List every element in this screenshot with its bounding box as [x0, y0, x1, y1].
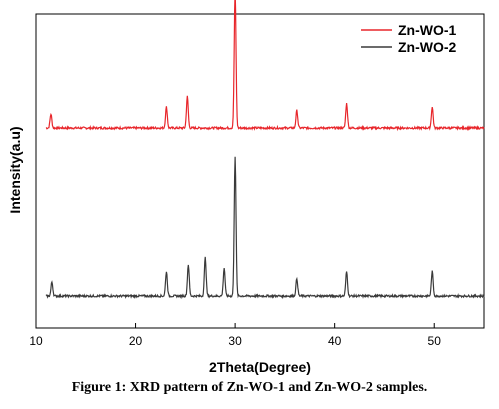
- x-tick-label-40: 40: [328, 334, 342, 348]
- legend: Zn-WO-1 Zn-WO-2: [361, 22, 457, 55]
- figure-caption: Figure 1: XRD pattern of Zn-WO-1 and Zn-…: [71, 380, 428, 395]
- x-tick-label-50: 50: [428, 334, 442, 348]
- series-layer: [45, 0, 485, 300]
- plot-frame: [35, 13, 485, 329]
- x-tick-label-10: 10: [29, 334, 43, 348]
- y-axis-title: Intensity(a.u): [7, 126, 23, 213]
- legend-label-series-1: Zn-WO-1: [398, 22, 457, 38]
- x-tick-label-30: 30: [228, 334, 242, 348]
- series-line-2: [45, 156, 485, 300]
- series-line-1: [45, 0, 485, 132]
- legend-label-series-2: Zn-WO-2: [398, 39, 457, 55]
- x-axis-title: 2Theta(Degree): [209, 359, 311, 375]
- xrd-chart: 10 20 30 40 50 2Theta(Degree) Intensity(a.u)…: [7, 0, 485, 375]
- x-tick-label-20: 20: [129, 334, 143, 348]
- x-axis-ticks: 10 20 30 40 50: [29, 323, 441, 348]
